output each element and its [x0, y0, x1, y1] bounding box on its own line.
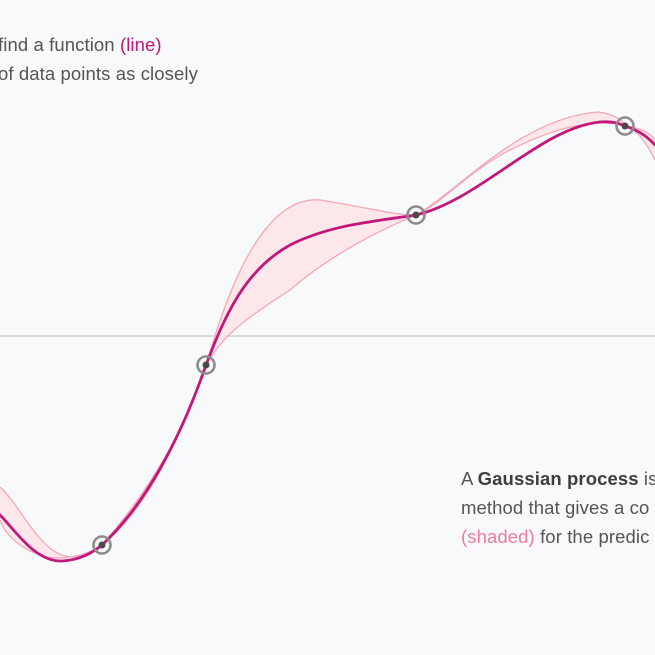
data-point	[196, 355, 216, 375]
prediction-line	[0, 120, 655, 563]
shaded-highlight: (shaded)	[461, 526, 535, 547]
data-point	[615, 116, 635, 136]
caption-bottom-line-1: A Gaussian process is	[461, 464, 655, 493]
data-point	[406, 205, 426, 225]
band-lower-edge	[0, 122, 655, 559]
line-highlight: (line)	[119, 34, 162, 55]
data-point	[92, 535, 112, 555]
caption-bottom-line-1-post: is	[643, 468, 655, 489]
caption-top: find a function (line) of data points as…	[0, 30, 198, 88]
caption-bottom-line-3-post: for the predic	[534, 526, 650, 547]
caption-top-line-1: find a function (line)	[0, 30, 198, 59]
caption-top-line-2: of data points as closely	[0, 63, 198, 84]
caption-top-line-1-text: find a function	[0, 34, 120, 55]
caption-bottom-line-3: (shaded) for the predic	[461, 522, 655, 551]
caption-bottom-line-1-pre: A	[461, 468, 478, 489]
caption-bottom: A Gaussian process is method that gives …	[461, 464, 655, 551]
caption-bottom-line-2: method that gives a co	[461, 497, 650, 518]
gaussian-process-term: Gaussian process	[477, 468, 639, 489]
